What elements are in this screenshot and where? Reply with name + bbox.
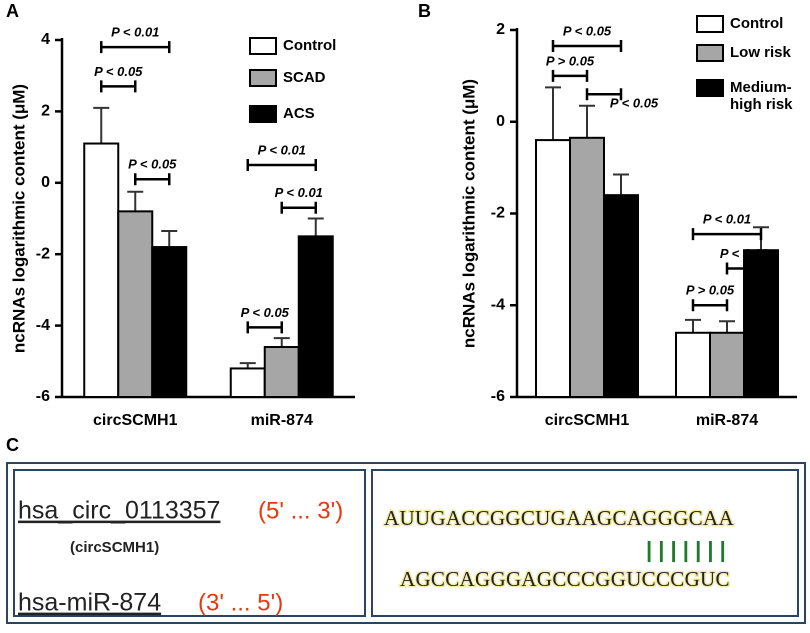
- error-bar: [613, 173, 629, 196]
- error-bar: [307, 217, 324, 237]
- bar: [709, 331, 745, 398]
- legend-swatch: [249, 105, 277, 123]
- significance-bracket: [246, 158, 317, 171]
- x-tick-label: miR-874: [251, 412, 313, 429]
- bar: [569, 136, 605, 398]
- bar: [229, 367, 266, 399]
- significance-bracket: [246, 321, 283, 334]
- error-bar: [545, 86, 561, 141]
- y-tick-label: -4: [36, 317, 50, 334]
- name-box: [13, 469, 366, 617]
- significance-label: P < 0.01: [703, 212, 751, 227]
- y-axis-title: ncRNAs logarithmic content (μM): [9, 84, 28, 353]
- legend-swatch: [696, 79, 724, 97]
- error-bar: [719, 320, 735, 333]
- legend-label-box: Control: [283, 37, 337, 54]
- bar: [151, 246, 188, 398]
- bar: [263, 346, 300, 398]
- bar: [83, 142, 120, 398]
- error-bar: [127, 190, 144, 212]
- legend-label: ACS: [283, 105, 315, 122]
- legend-label: Medium-high risk: [730, 79, 793, 113]
- bar: [743, 249, 779, 398]
- circ-direction: (5' ... 3'): [258, 497, 343, 524]
- error-bar: [161, 229, 178, 248]
- significance-bracket: [691, 299, 729, 312]
- y-tick-label: -2: [36, 245, 50, 262]
- y-tick-label: -4: [491, 296, 505, 313]
- sequence-box: [371, 469, 799, 617]
- y-tick-label: 2: [41, 103, 50, 120]
- significance-bracket: [100, 41, 171, 54]
- error-bar: [579, 104, 595, 138]
- significance-bracket: [585, 88, 623, 101]
- error-bar: [93, 106, 110, 144]
- legend-swatch: [696, 44, 724, 62]
- significance-bracket: [691, 228, 763, 241]
- significance-label: P > 0.05: [546, 53, 595, 68]
- legend-label: Control: [283, 37, 337, 54]
- panel-label: B: [418, 1, 431, 21]
- legend-swatch: [696, 15, 724, 33]
- significance-label: P < 0.01: [111, 25, 159, 40]
- y-tick-label: 0: [496, 113, 505, 130]
- y-tick-label: 0: [41, 174, 50, 191]
- significance-label: P < 0.01: [258, 142, 306, 157]
- circ-alias: (circSCMH1): [70, 539, 159, 556]
- x-tick-label: miR-874: [696, 412, 758, 429]
- legend-label-box: SCAD: [283, 69, 326, 86]
- base-pairing: | | | | | | |: [646, 537, 726, 562]
- mir-direction: (3' ... 5'): [198, 589, 283, 616]
- significance-bracket: [100, 80, 137, 93]
- significance-label: P < 0.05: [563, 23, 612, 38]
- panel-label: A: [6, 1, 19, 21]
- bar: [675, 331, 711, 398]
- significance-label: P < 0.05: [128, 157, 177, 172]
- panel-label: C: [6, 435, 19, 455]
- error-bar: [273, 337, 290, 348]
- circ-name: hsa_circ_0113357: [18, 497, 220, 525]
- significance-bracket: [134, 173, 171, 186]
- legend-label-box: Medium-high risk: [730, 79, 793, 113]
- significance-label: P > 0.05: [686, 283, 735, 298]
- mir-name: hsa-miR-874: [18, 589, 161, 617]
- legend-label-box: ACS: [283, 105, 315, 122]
- y-tick-label: 4: [41, 31, 50, 48]
- significance-label: P < 0.05: [241, 305, 290, 320]
- error-bar: [685, 318, 701, 333]
- y-tick-label: -2: [491, 205, 505, 222]
- bar: [603, 194, 639, 398]
- y-tick-label: -6: [491, 388, 505, 405]
- significance-label: P < 0.01: [275, 185, 323, 200]
- panel-c-frame: [6, 462, 806, 624]
- legend-label: SCAD: [283, 69, 326, 86]
- legend-label-box: Low risk: [730, 44, 791, 61]
- bar: [297, 235, 334, 398]
- legend-label: Low risk: [730, 44, 791, 61]
- significance-bracket: [280, 201, 317, 214]
- significance-label: P < 0.05: [94, 64, 143, 79]
- mir-sequence: AGCCAGGGAGCCCGGUCCCGUC: [400, 567, 730, 591]
- legend-label-box: Control: [730, 15, 784, 32]
- x-tick-label: circSCMH1: [545, 412, 630, 429]
- bar: [117, 210, 154, 398]
- bar: [535, 139, 571, 398]
- significance-bracket: [551, 40, 623, 53]
- circ-sequence: AUUGACCGGCUGAAGCAGGGCAA: [384, 506, 734, 530]
- legend-swatch: [249, 69, 277, 87]
- significance-label: P < 0.05: [610, 96, 659, 111]
- significance-label: P < 0.01: [720, 246, 768, 261]
- y-tick-label: 2: [496, 21, 505, 38]
- y-axis-title: ncRNAs logarithmic content (μM): [459, 79, 478, 348]
- legend-label: Control: [730, 15, 784, 32]
- legend-swatch: [249, 37, 277, 55]
- y-tick-label: -6: [36, 388, 50, 405]
- x-tick-label: circSCMH1: [93, 412, 178, 429]
- significance-bracket: [725, 262, 763, 275]
- significance-bracket: [551, 69, 589, 82]
